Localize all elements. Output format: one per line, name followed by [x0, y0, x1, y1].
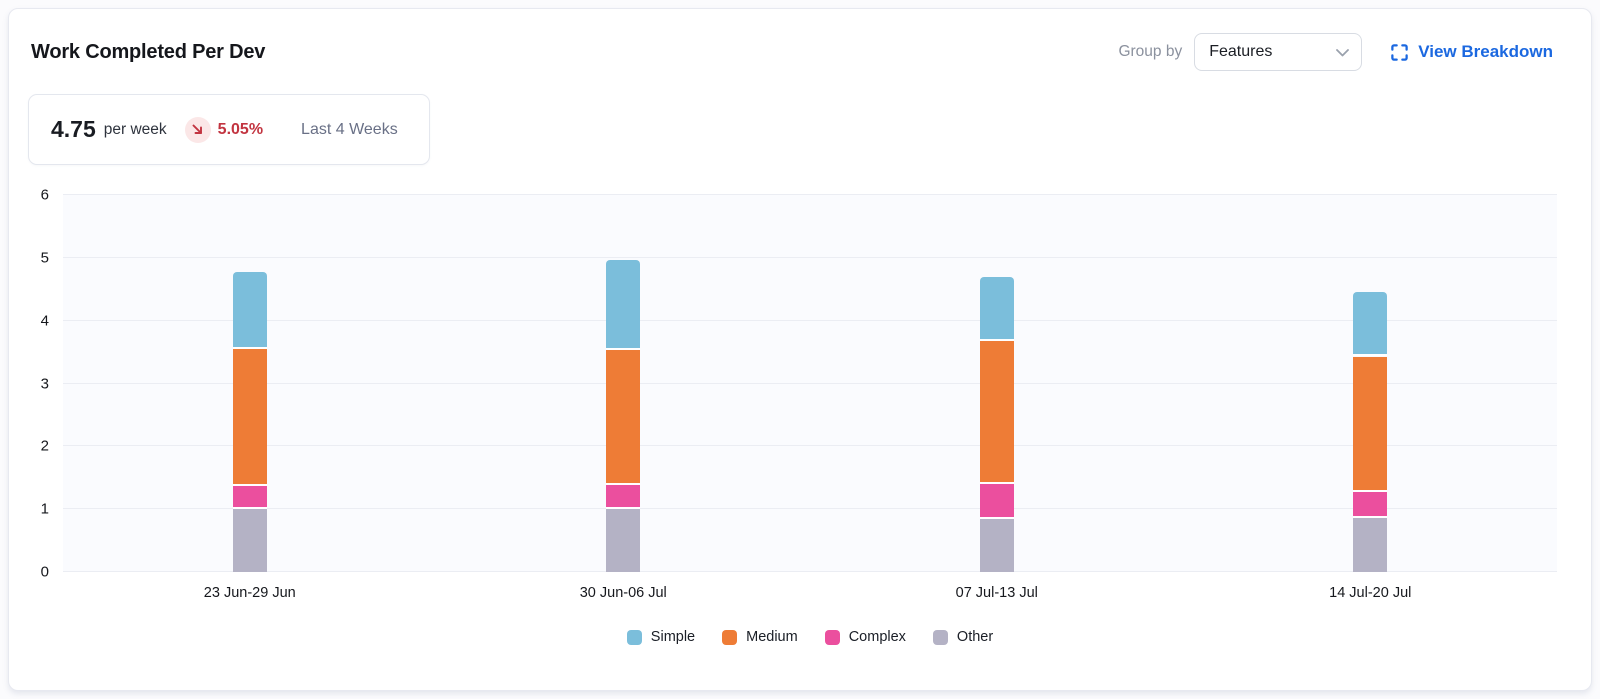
gridline-y1: [63, 508, 1557, 510]
stacked-bar-2[interactable]: [606, 195, 641, 572]
bar-segment-simple[interactable]: [979, 276, 1014, 342]
legend-swatch-medium: [722, 629, 738, 645]
work-completed-card: Work Completed Per Dev Group by Features: [8, 8, 1592, 691]
x-axis-label: 30 Jun-06 Jul: [579, 585, 667, 601]
plot-area: [63, 194, 1557, 572]
bar-segment-other[interactable]: [232, 509, 267, 572]
y-axis-tick-label: 0: [40, 563, 49, 581]
chart-legend: Simple Medium Complex Other: [63, 629, 1557, 645]
bar-segment-medium[interactable]: [979, 341, 1014, 485]
stat-period: Last 4 Weeks: [301, 120, 398, 138]
x-axis-label: 23 Jun-29 Jun: [203, 585, 296, 601]
legend-swatch-complex: [824, 629, 840, 645]
legend-label: Complex: [848, 629, 906, 645]
expand-icon: [1391, 43, 1408, 61]
header: Work Completed Per Dev Group by Features: [9, 9, 1591, 71]
view-breakdown-link[interactable]: View Breakdown: [1390, 42, 1553, 62]
gridline-y2: [63, 445, 1557, 447]
view-breakdown-label: View Breakdown: [1418, 42, 1553, 61]
bar-segment-complex[interactable]: [979, 484, 1014, 519]
bar-segment-simple[interactable]: [1353, 291, 1388, 357]
x-axis-labels: 23 Jun-29 Jun 30 Jun-06 Jul 07 Jul-13 Jul 1…: [63, 585, 1557, 605]
page-title: Work Completed Per Dev: [31, 40, 266, 63]
gridline-y6: [63, 194, 1557, 195]
trend-badge: [184, 116, 211, 143]
legend-swatch-other: [932, 629, 948, 645]
stacked-bar-4[interactable]: [1353, 195, 1388, 572]
y-axis-tick-label: 5: [40, 249, 49, 267]
group-by-selected-value: Features: [1209, 43, 1273, 60]
x-axis-label: 14 Jul-20 Jul: [1329, 585, 1412, 601]
y-axis-tick-label: 2: [40, 437, 49, 455]
legend-label: Medium: [746, 629, 798, 645]
stacked-bar-3[interactable]: [979, 195, 1014, 572]
stat-unit: per week: [103, 120, 167, 138]
y-axis-tick-label: 1: [40, 500, 49, 518]
bar-segment-complex[interactable]: [1353, 491, 1388, 518]
gridline-y3: [63, 382, 1557, 384]
bar-segment-other[interactable]: [606, 509, 641, 572]
y-axis-tick-label: 3: [40, 375, 49, 392]
y-axis-tick-label: 6: [40, 186, 49, 204]
stacked-bar-1[interactable]: [232, 195, 267, 572]
gridline-y5: [63, 256, 1557, 258]
y-axis-tick-label: 4: [40, 312, 49, 330]
trend-percentage: 5.05%: [217, 120, 264, 138]
bar-segment-medium[interactable]: [606, 350, 641, 486]
legend-swatch-simple: [626, 629, 642, 645]
legend-item-complex[interactable]: Complex: [824, 629, 906, 645]
legend-label: Simple: [650, 629, 696, 645]
legend-item-other[interactable]: Other: [932, 629, 994, 645]
summary-stat-card: 4.75 per week 5.05% Last 4 Weeks: [28, 94, 430, 165]
x-axis-label: 07 Jul-13 Jul: [955, 585, 1038, 601]
legend-label: Other: [956, 629, 994, 645]
trend-down-arrow-icon: [192, 124, 203, 134]
bar-segment-other[interactable]: [979, 518, 1014, 572]
bar-segment-simple[interactable]: [606, 259, 641, 351]
bar-segment-complex[interactable]: [232, 485, 267, 510]
stat-value: 4.75: [51, 116, 96, 142]
group-by-label: Group by: [1118, 43, 1183, 60]
bar-segment-medium[interactable]: [232, 348, 267, 486]
legend-item-simple[interactable]: Simple: [626, 629, 696, 645]
group-by-select[interactable]: Features: [1194, 33, 1363, 71]
bar-segment-medium[interactable]: [1353, 356, 1388, 492]
legend-item-medium[interactable]: Medium: [722, 629, 798, 645]
chart: 0 1 2 3 4 5 6: [9, 187, 1557, 581]
chevron-down-icon: [1336, 49, 1350, 57]
gridline-y0: [63, 571, 1557, 572]
bar-segment-complex[interactable]: [606, 485, 641, 510]
bar-segment-other[interactable]: [1353, 517, 1388, 572]
bar-segment-simple[interactable]: [232, 272, 267, 349]
gridline-y4: [63, 319, 1557, 321]
header-controls: Group by Features View Breakdown: [1118, 33, 1553, 71]
